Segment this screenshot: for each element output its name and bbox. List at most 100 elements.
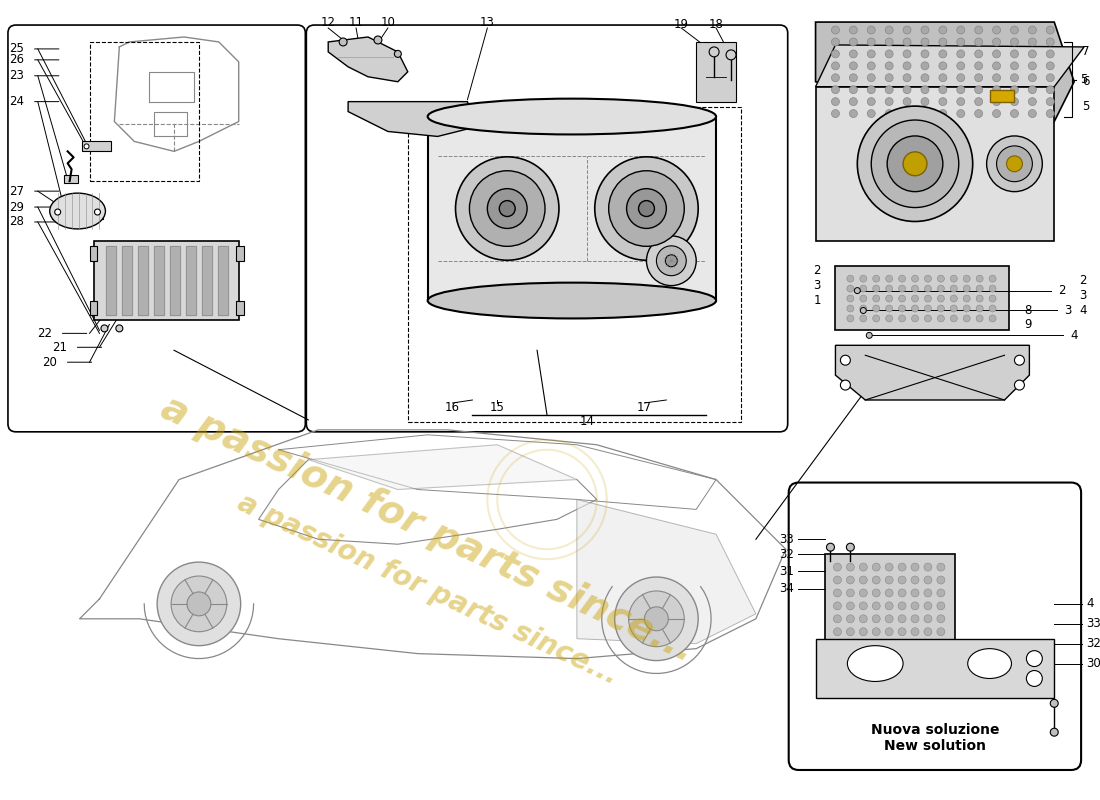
Circle shape [172, 576, 227, 632]
Circle shape [975, 110, 982, 118]
Circle shape [860, 307, 867, 314]
Circle shape [903, 62, 911, 70]
Circle shape [886, 315, 892, 322]
Circle shape [860, 315, 867, 322]
Circle shape [846, 602, 855, 610]
Text: 3: 3 [1079, 289, 1087, 302]
Circle shape [859, 628, 867, 636]
Bar [235, 301, 244, 315]
Polygon shape [139, 246, 148, 315]
Circle shape [975, 26, 982, 34]
Circle shape [847, 285, 854, 292]
Circle shape [903, 26, 911, 34]
Circle shape [872, 589, 880, 597]
Circle shape [1028, 98, 1036, 106]
Circle shape [832, 62, 839, 70]
Text: 33: 33 [779, 533, 794, 546]
Circle shape [937, 285, 945, 292]
Circle shape [911, 576, 918, 584]
Text: 18: 18 [708, 18, 724, 30]
Text: 26: 26 [9, 54, 24, 66]
Polygon shape [170, 246, 180, 315]
Polygon shape [122, 246, 132, 315]
Circle shape [832, 26, 839, 34]
Circle shape [867, 62, 876, 70]
Circle shape [499, 201, 515, 217]
Circle shape [834, 589, 842, 597]
Polygon shape [815, 638, 1054, 698]
Circle shape [957, 38, 965, 46]
Circle shape [886, 295, 892, 302]
Circle shape [899, 315, 905, 322]
Text: 30: 30 [1086, 657, 1100, 670]
Circle shape [847, 275, 854, 282]
Circle shape [992, 86, 1001, 94]
Ellipse shape [50, 193, 106, 229]
Ellipse shape [428, 98, 716, 134]
Circle shape [628, 591, 684, 646]
Circle shape [886, 50, 893, 58]
Circle shape [1028, 86, 1036, 94]
Circle shape [912, 275, 918, 282]
Circle shape [832, 110, 839, 118]
Circle shape [872, 285, 880, 292]
Circle shape [975, 62, 982, 70]
Circle shape [921, 74, 928, 82]
Circle shape [157, 562, 241, 646]
Circle shape [924, 563, 932, 571]
Circle shape [872, 576, 880, 584]
Circle shape [608, 170, 684, 246]
Bar [825, 554, 955, 644]
Text: 33: 33 [1086, 618, 1100, 630]
Circle shape [886, 628, 893, 636]
Text: 23: 23 [9, 70, 24, 82]
Circle shape [899, 275, 905, 282]
Circle shape [903, 110, 911, 118]
Circle shape [860, 295, 867, 302]
Bar [95, 241, 239, 321]
Circle shape [886, 38, 893, 46]
Circle shape [939, 98, 947, 106]
Circle shape [899, 285, 905, 292]
Bar [89, 246, 98, 261]
Circle shape [867, 86, 876, 94]
Circle shape [911, 628, 918, 636]
Circle shape [976, 295, 983, 302]
Circle shape [886, 86, 893, 94]
Circle shape [849, 86, 857, 94]
Circle shape [1014, 355, 1024, 365]
Circle shape [975, 86, 982, 94]
Circle shape [1011, 38, 1019, 46]
Text: 11: 11 [349, 15, 364, 29]
Circle shape [911, 615, 918, 622]
Circle shape [989, 315, 997, 322]
Circle shape [1011, 98, 1019, 106]
Circle shape [1046, 86, 1054, 94]
Text: 16: 16 [446, 402, 460, 414]
Text: 5: 5 [1080, 74, 1088, 86]
Circle shape [455, 157, 559, 260]
Circle shape [872, 602, 880, 610]
Polygon shape [308, 445, 576, 490]
Polygon shape [107, 246, 117, 315]
Circle shape [374, 36, 382, 44]
Polygon shape [696, 42, 736, 102]
Circle shape [898, 576, 906, 584]
Bar [835, 266, 1010, 330]
Bar [64, 175, 78, 183]
Circle shape [937, 615, 945, 622]
Circle shape [394, 50, 402, 58]
Text: 32: 32 [1086, 637, 1100, 650]
Circle shape [1046, 98, 1054, 106]
Circle shape [638, 201, 654, 217]
Circle shape [832, 98, 839, 106]
Circle shape [939, 110, 947, 118]
Circle shape [957, 74, 965, 82]
Circle shape [957, 110, 965, 118]
Circle shape [872, 315, 880, 322]
Circle shape [1026, 650, 1043, 666]
Circle shape [898, 628, 906, 636]
Circle shape [992, 74, 1001, 82]
Circle shape [950, 295, 957, 302]
Circle shape [924, 628, 932, 636]
